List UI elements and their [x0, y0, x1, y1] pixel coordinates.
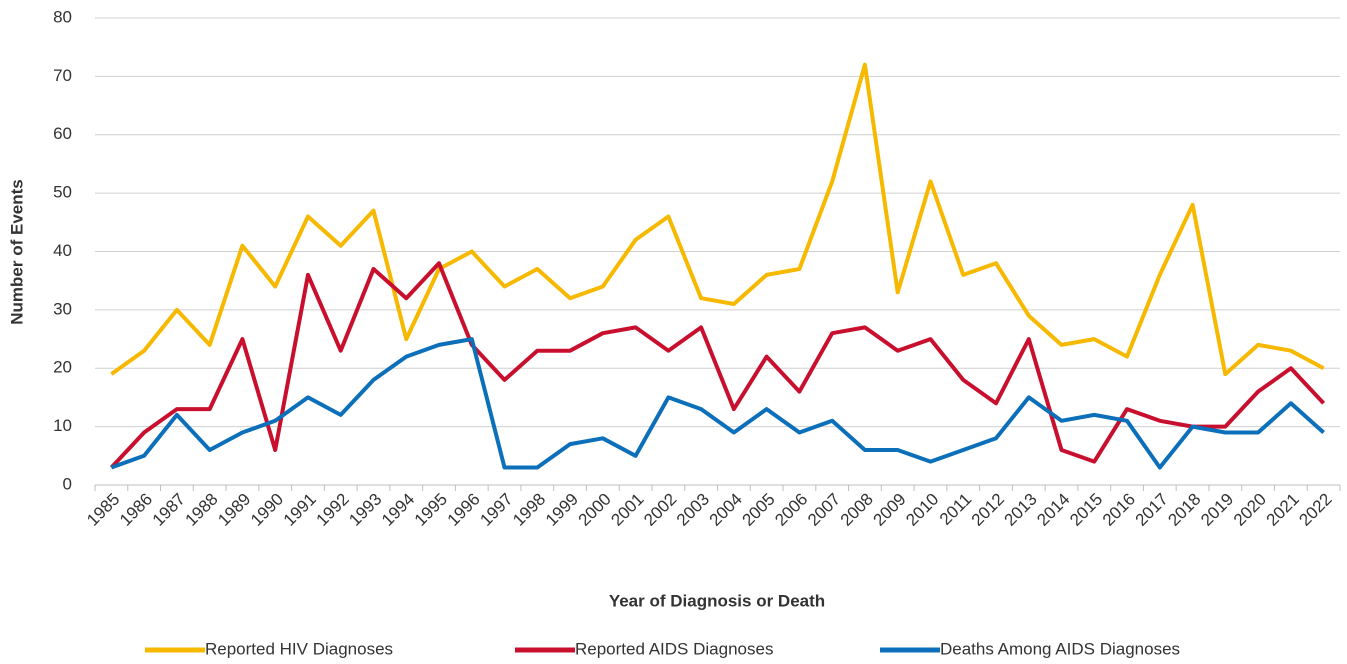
- x-tick-label: 2009: [870, 490, 910, 530]
- x-tick-label: 1987: [149, 490, 189, 530]
- x-tick-label: 2006: [771, 490, 811, 530]
- y-tick-label: 40: [53, 241, 72, 260]
- y-tick-label: 60: [53, 124, 72, 143]
- x-tick-label: 2011: [936, 490, 975, 529]
- x-tick-label: 1993: [345, 490, 385, 530]
- x-tick-label: 2002: [640, 490, 680, 530]
- x-tick-label: 1998: [509, 490, 549, 530]
- x-tick-label: 2012: [968, 490, 1008, 530]
- y-tick-label: 50: [53, 183, 72, 202]
- series-line: [110, 62, 1325, 377]
- x-tick-label: 2004: [706, 490, 746, 530]
- y-axis-title: Number of Events: [7, 179, 26, 324]
- x-tick-label: 2007: [804, 490, 844, 530]
- x-tick-label: 1997: [476, 490, 516, 530]
- x-tick-label: 2010: [902, 490, 942, 530]
- x-tick-label: 2003: [673, 490, 713, 530]
- x-tick-label: 2017: [1132, 490, 1172, 530]
- legend-label: Reported HIV Diagnoses: [205, 639, 393, 658]
- x-tick-label: 2015: [1066, 490, 1106, 530]
- x-tick-label: 2013: [1001, 490, 1041, 530]
- x-tick-label: 1989: [214, 490, 254, 530]
- x-tick-label: 2008: [837, 490, 877, 530]
- x-tick-label: 1985: [83, 490, 123, 530]
- x-tick-label: 2019: [1197, 490, 1237, 530]
- x-tick-label: 2000: [575, 490, 615, 530]
- x-tick-label: 1986: [116, 490, 156, 530]
- x-tick-label: 2001: [607, 490, 647, 530]
- y-tick-label: 20: [53, 358, 72, 377]
- y-tick-label: 80: [53, 7, 72, 26]
- x-tick-label: 1991: [280, 490, 320, 530]
- x-axis-title: Year of Diagnosis or Death: [609, 591, 825, 610]
- x-tick-label: 2021: [1263, 490, 1303, 530]
- x-tick-label: 2016: [1099, 490, 1139, 530]
- x-tick-label: 1990: [247, 490, 287, 530]
- x-tick-label: 2022: [1295, 490, 1335, 530]
- legend-label: Deaths Among AIDS Diagnoses: [940, 639, 1180, 658]
- series-line: [109, 261, 1326, 469]
- series-line: [110, 337, 1325, 470]
- x-tick-label: 1988: [181, 490, 221, 530]
- y-tick-label: 10: [53, 416, 72, 435]
- y-tick-label: 0: [63, 474, 72, 493]
- x-tick-label: 2014: [1033, 490, 1073, 530]
- x-tick-label: 2020: [1230, 490, 1270, 530]
- x-tick-label: 1995: [411, 490, 451, 530]
- x-tick-label: 1996: [444, 490, 484, 530]
- y-tick-label: 30: [53, 299, 72, 318]
- x-tick-label: 1999: [542, 490, 582, 530]
- legend-label: Reported AIDS Diagnoses: [575, 639, 773, 658]
- x-tick-label: 2005: [738, 490, 778, 530]
- x-tick-label: 1994: [378, 490, 418, 530]
- x-tick-label: 1992: [313, 490, 353, 530]
- y-tick-label: 70: [53, 66, 72, 85]
- x-tick-label: 2018: [1164, 490, 1204, 530]
